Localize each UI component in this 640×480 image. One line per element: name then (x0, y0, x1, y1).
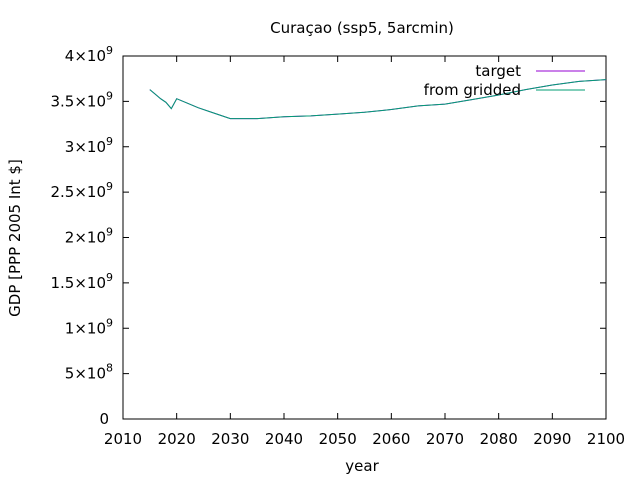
y-axis-label: GDP [PPP 2005 Int $] (6, 159, 24, 317)
y-tick-label: 2×109 (65, 226, 113, 247)
x-tick-label: 2040 (265, 430, 303, 448)
plot-frame (122, 55, 607, 420)
y-tick-label: 4×109 (65, 44, 113, 65)
y-tick-label: 5×108 (65, 362, 113, 383)
axis-ticks: 2010 2020 2030 2040 2050 2060 2070 2080 2090 2100… (50, 44, 625, 448)
plot-area (122, 55, 607, 420)
x-axis-label: year (345, 457, 379, 475)
y-tick-label: 3.5×109 (50, 89, 113, 110)
series-line-from-gridded (149, 79, 607, 120)
y-tick-label: 1.5×109 (50, 271, 113, 292)
x-tick-label: 2020 (158, 430, 196, 448)
legend-label: target (475, 62, 521, 80)
x-tick-label: 2100 (587, 430, 625, 448)
x-tick-label: 2080 (480, 430, 518, 448)
series-lines (149, 79, 607, 120)
x-tick-label: 2060 (372, 430, 410, 448)
x-tick-label: 2050 (319, 430, 357, 448)
y-tick-label: 3×109 (65, 135, 113, 156)
y-tick-label: 2.5×109 (50, 180, 113, 201)
y-tick-label: 1×109 (65, 316, 113, 337)
y-tick-label: 0 (99, 410, 109, 428)
series-line-target (149, 79, 607, 120)
x-tick-label: 2010 (104, 430, 142, 448)
x-tick-label: 2090 (533, 430, 571, 448)
chart-title: Curaçao (ssp5, 5arcmin) (270, 19, 454, 37)
legend-label: from gridded (424, 81, 521, 99)
x-tick-label: 2030 (211, 430, 249, 448)
x-tick-label: 2070 (426, 430, 464, 448)
